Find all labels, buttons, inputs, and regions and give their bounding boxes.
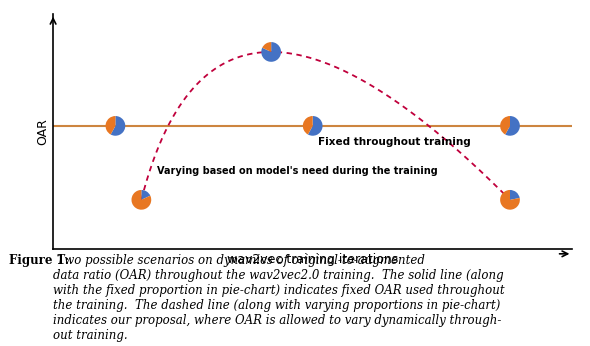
Wedge shape	[111, 116, 125, 136]
Wedge shape	[308, 116, 323, 136]
Wedge shape	[262, 42, 271, 52]
Text: Two possible scenarios on dynamics of original-to-augmented
data ratio (OAR) thr: Two possible scenarios on dynamics of or…	[53, 254, 504, 343]
Text: Varying based on model's need during the training: Varying based on model's need during the…	[157, 166, 438, 176]
Wedge shape	[303, 116, 313, 135]
Wedge shape	[106, 116, 116, 135]
Wedge shape	[261, 42, 281, 62]
Y-axis label: OAR: OAR	[36, 118, 49, 145]
Text: Figure 1:: Figure 1:	[9, 254, 69, 267]
Text: Fixed throughout training: Fixed throughout training	[318, 137, 471, 147]
Wedge shape	[510, 190, 520, 200]
X-axis label: wav2vec training iterations: wav2vec training iterations	[227, 253, 398, 266]
Wedge shape	[500, 116, 510, 135]
Wedge shape	[505, 116, 520, 136]
Wedge shape	[142, 190, 150, 200]
Wedge shape	[500, 190, 520, 210]
Wedge shape	[132, 190, 151, 210]
